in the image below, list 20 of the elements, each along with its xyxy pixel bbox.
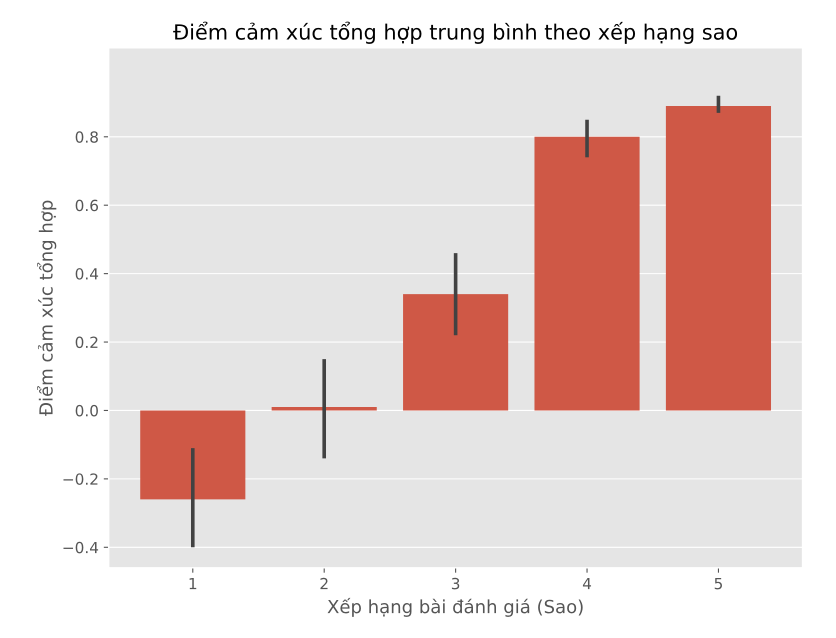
x-tick-label: 5: [714, 578, 722, 590]
x-tick-label: 2: [320, 578, 328, 590]
y-tick-label: 0.4: [76, 268, 98, 280]
bar: [272, 407, 377, 410]
y-tick-label: −0.4: [63, 542, 98, 554]
y-tick-label: 0.0: [76, 404, 98, 416]
y-tick-label: 0.2: [76, 336, 98, 348]
bar: [666, 106, 772, 410]
y-tick-label: 0.8: [76, 131, 98, 143]
x-tick-label: 4: [582, 578, 592, 590]
chart-title: Điểm cảm xúc tổng hợp trung bình theo xếp hạng sao: [173, 22, 738, 44]
x-tick-label: 3: [452, 578, 460, 590]
bar: [140, 410, 246, 500]
y-axis-title: Điểm cảm xúc tổng hợp: [37, 200, 56, 416]
bar: [534, 136, 640, 410]
x-tick-label: 1: [190, 578, 196, 590]
x-axis-title: Xếp hạng bài đánh giá (Sao): [328, 598, 583, 617]
y-tick-label: −0.2: [63, 473, 98, 485]
bar: [403, 294, 508, 410]
y-tick-label: 0.6: [76, 200, 98, 212]
